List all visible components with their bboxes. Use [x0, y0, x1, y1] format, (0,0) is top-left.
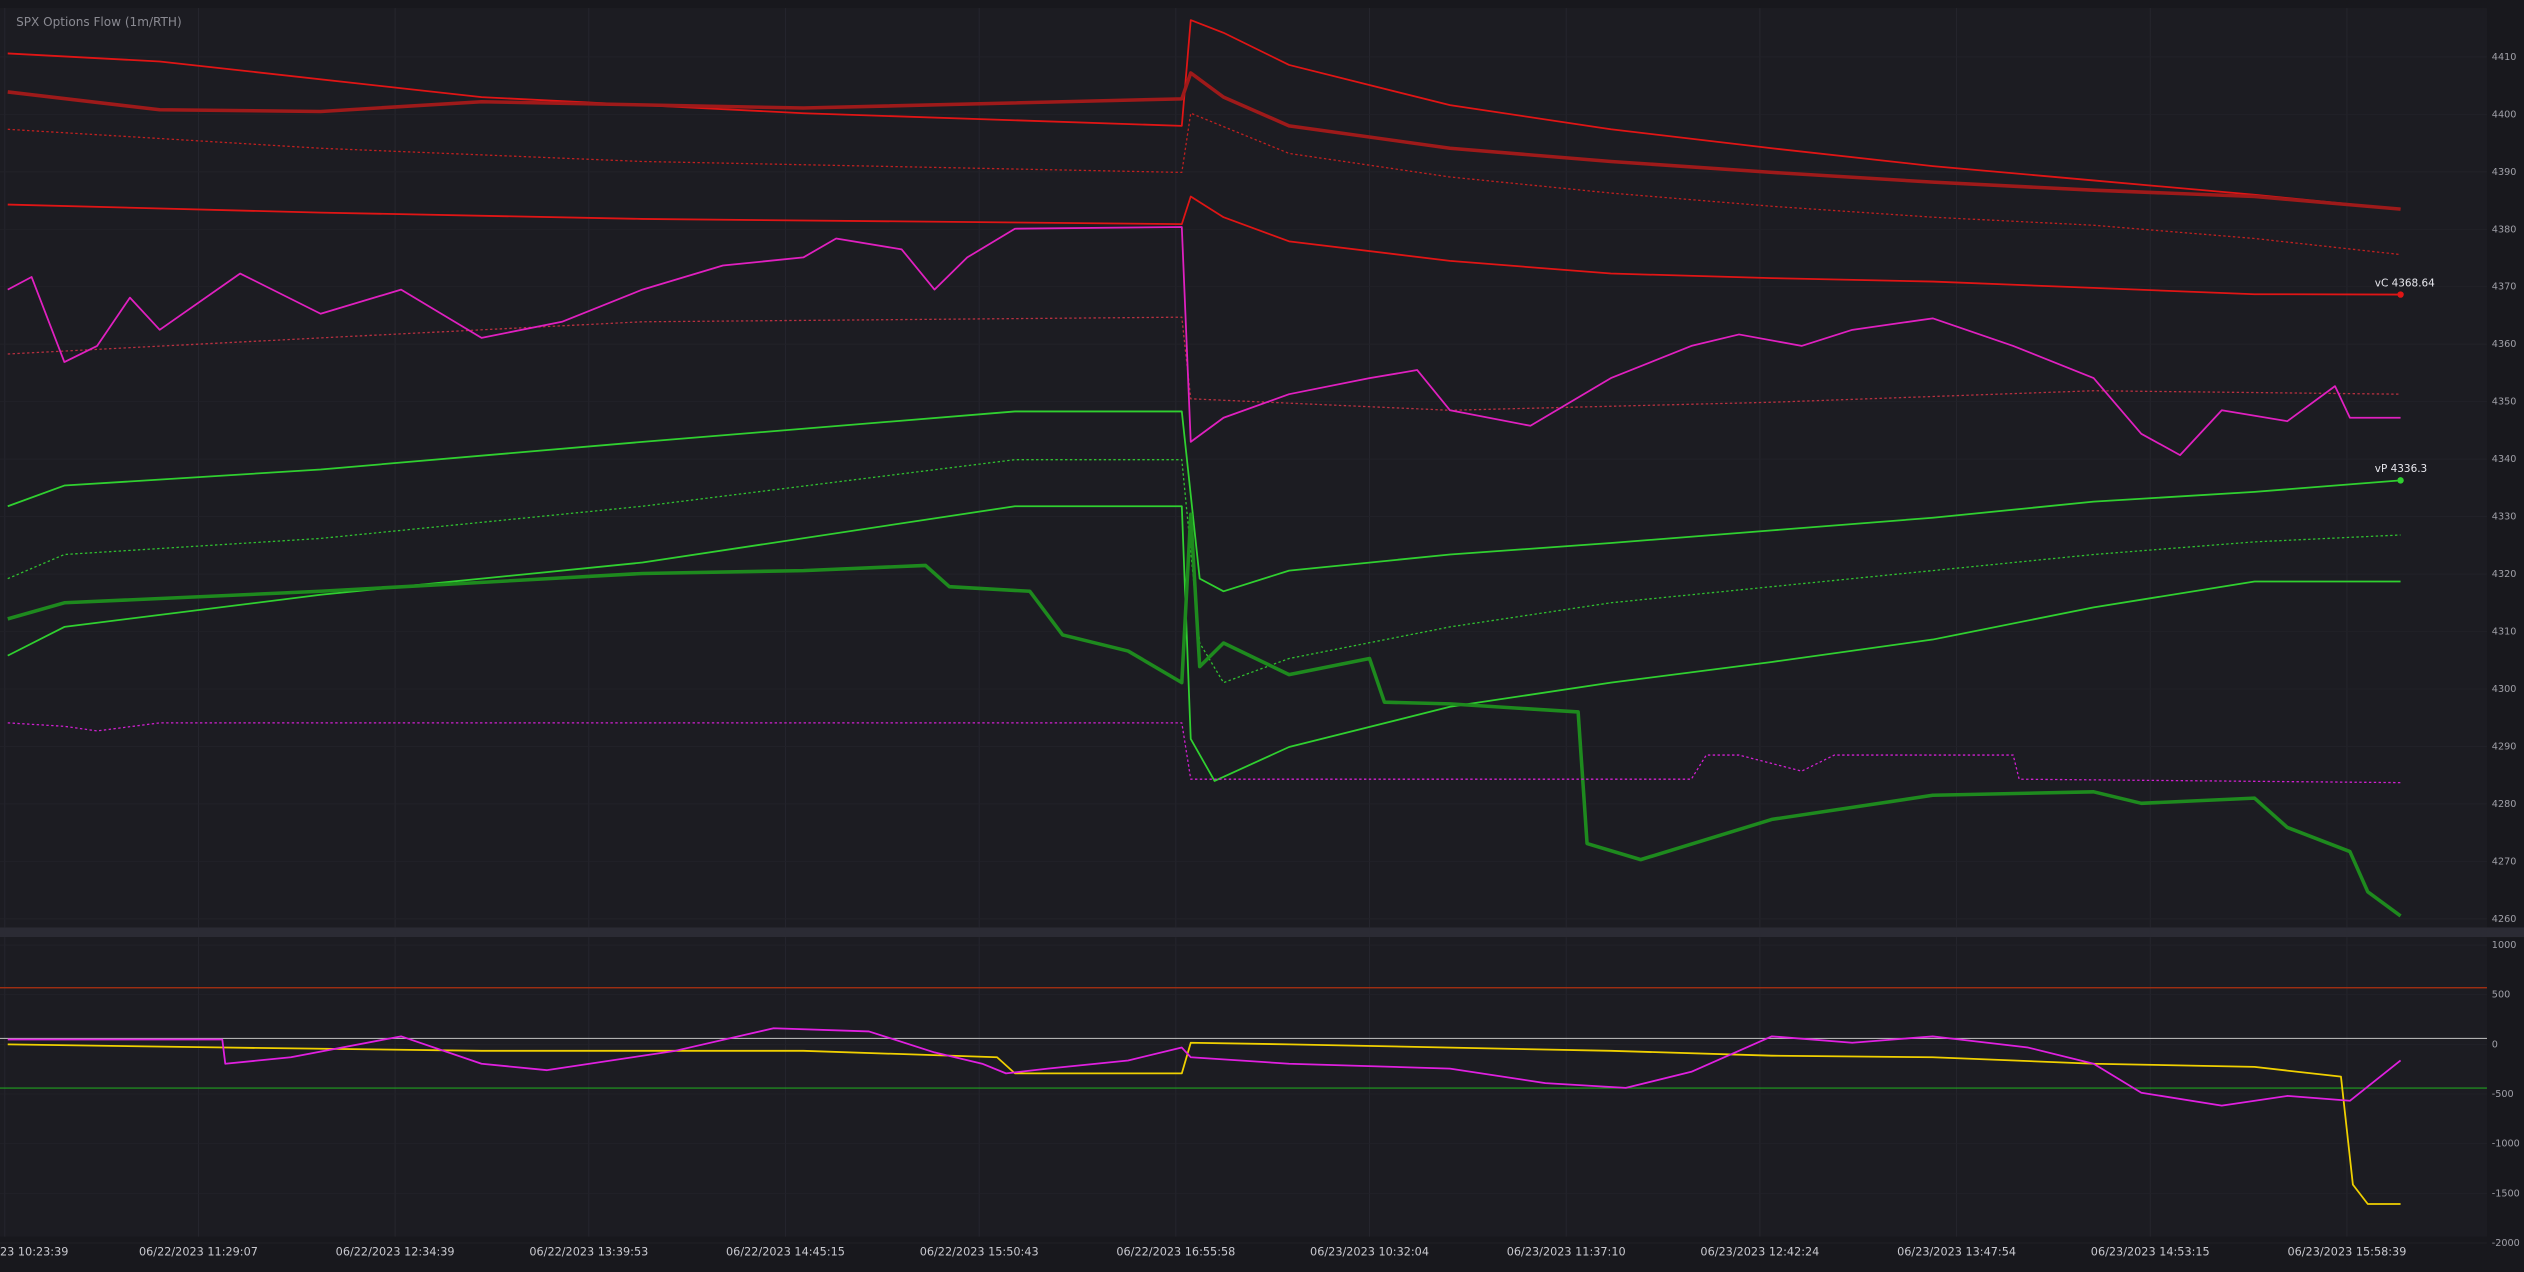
y-tick-label: -500	[2492, 1089, 2514, 1100]
x-tick-label: 06/23/2023 14:53:15	[2091, 1246, 2210, 1259]
series-line	[7, 112, 2401, 256]
x-tick-label: 06/23/2023 15:58:39	[2287, 1246, 2406, 1259]
annotation-label: vC 4368.64	[2375, 277, 2435, 289]
y-tick-label: -1000	[2492, 1139, 2520, 1150]
series-line	[7, 722, 2401, 784]
y-tick-label: -2000	[2492, 1238, 2520, 1249]
annotation-dot	[2397, 291, 2404, 298]
y-tick-label: 4370	[2492, 282, 2517, 293]
y-tick-label: 4320	[2492, 569, 2517, 580]
y-tick-label: 4400	[2492, 109, 2517, 120]
y-tick-label: 4380	[2492, 224, 2517, 235]
series-line	[7, 1027, 2402, 1107]
panel-divider	[0, 927, 2524, 938]
price-panel	[0, 8, 2487, 928]
y-tick-label: 1000	[2492, 940, 2517, 951]
annotation-label: vP 4336.3	[2375, 463, 2427, 475]
y-tick-label: 4340	[2492, 454, 2517, 465]
series-line	[7, 316, 2401, 411]
x-tick-label: 06/22/2023 13:39:53	[529, 1246, 648, 1259]
chart-title: SPX Options Flow (1m/RTH)	[16, 15, 182, 29]
series-line	[7, 195, 2401, 296]
y-tick-label: 4300	[2492, 684, 2517, 695]
x-tick-label: 23 10:23:39	[0, 1246, 68, 1259]
y-tick-label: 4330	[2492, 512, 2517, 523]
y-tick-label: 4360	[2492, 339, 2517, 350]
series-line	[7, 1041, 2401, 1205]
x-tick-label: 06/22/2023 12:34:39	[336, 1246, 455, 1259]
x-tick-label: 06/23/2023 10:32:04	[1310, 1246, 1429, 1259]
x-tick-label: 06/22/2023 14:45:15	[726, 1246, 845, 1259]
y-tick-label: -1500	[2492, 1188, 2520, 1199]
y-tick-label: 500	[2492, 990, 2510, 1001]
x-tick-label: 06/22/2023 15:50:43	[920, 1246, 1039, 1259]
y-tick-label: 4290	[2492, 741, 2517, 752]
y-tick-label: 0	[2492, 1039, 2498, 1050]
annotation-dot	[2397, 477, 2404, 484]
series-line	[7, 71, 2401, 211]
series-line	[7, 505, 2401, 782]
x-tick-label: 06/23/2023 13:47:54	[1897, 1246, 2016, 1259]
x-tick-label: 06/23/2023 11:37:10	[1507, 1246, 1626, 1259]
series-line	[7, 226, 2401, 456]
flow-panel	[0, 937, 2487, 1237]
x-tick-label: 06/22/2023 11:29:07	[139, 1246, 258, 1259]
series-line	[7, 459, 2401, 684]
x-tick-label: 06/23/2023 12:42:24	[1700, 1246, 1819, 1259]
series-line	[7, 410, 2401, 593]
y-tick-label: 4410	[2492, 52, 2517, 63]
y-tick-label: 4390	[2492, 167, 2517, 178]
y-tick-label: 4280	[2492, 799, 2517, 810]
series-line	[7, 512, 2402, 918]
y-tick-label: 4350	[2492, 397, 2517, 408]
y-tick-label: 4270	[2492, 856, 2517, 867]
y-tick-label: 4260	[2492, 914, 2517, 925]
y-tick-label: 4310	[2492, 627, 2517, 638]
x-tick-label: 06/22/2023 16:55:58	[1116, 1246, 1235, 1259]
